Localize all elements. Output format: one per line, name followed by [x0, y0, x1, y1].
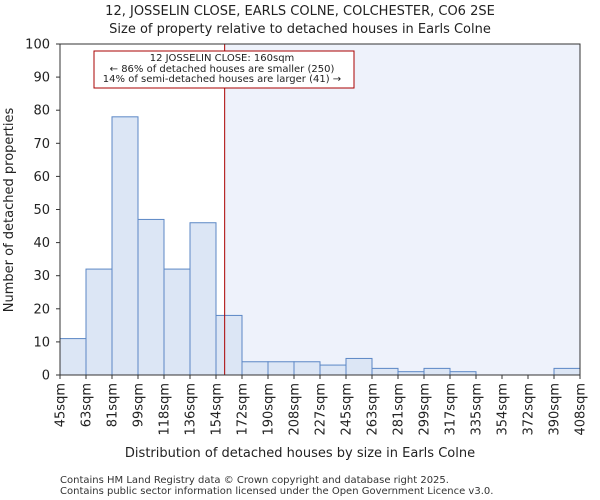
y-tick-label: 50 — [33, 203, 50, 218]
y-tick-label: 60 — [33, 170, 50, 185]
x-tick-label: 299sqm — [418, 383, 433, 436]
bar-227sqm — [319, 364, 347, 376]
larger-region-shading — [224, 44, 580, 375]
x-tick-label: 408sqm — [574, 383, 589, 436]
x-tick-label: 281sqm — [392, 383, 407, 436]
x-tick-label: 172sqm — [236, 383, 251, 436]
plot-frame — [59, 43, 581, 376]
x-tick-label: 227sqm — [314, 383, 329, 436]
y-axis-label: Number of detached properties — [2, 108, 17, 313]
x-tick-label: 63sqm — [80, 383, 95, 427]
bar-390sqm — [553, 367, 581, 376]
annotation-box: 12 JOSSELIN CLOSE: 160sqm ← 86% of detac… — [93, 50, 355, 89]
x-tick-label: 81sqm — [106, 383, 121, 427]
annotation-border — [93, 50, 355, 89]
x-tick-label: 335sqm — [470, 383, 485, 436]
bar-263sqm — [371, 367, 399, 376]
x-tick-label: 354sqm — [496, 383, 511, 436]
x-tick-label: 45sqm — [54, 383, 69, 427]
bar-63sqm — [85, 268, 113, 376]
footer-line-1: Contains HM Land Registry data © Crown c… — [60, 475, 449, 486]
y-tick-label: 10 — [33, 335, 50, 350]
chart-subtitle: Size of property relative to detached ho… — [109, 22, 491, 37]
x-tick-label: 154sqm — [210, 383, 225, 436]
bar-118sqm — [163, 268, 191, 376]
bar-81sqm — [111, 116, 139, 376]
x-axis-ticks: 45sqm 63sqm 81sqm 99sqm 118sqm 136sqm 154sqm 17… — [54, 375, 589, 436]
x-axis-label: Distribution of detached houses by size … — [125, 446, 475, 461]
bar-208sqm — [293, 361, 321, 376]
y-tick-label: 40 — [33, 236, 50, 251]
bar-245sqm — [345, 357, 373, 376]
y-axis-ticks: 0 10 20 30 40 50 60 70 80 90 100 — [25, 38, 60, 384]
x-tick-label: 390sqm — [548, 383, 563, 436]
annotation-title: 12 JOSSELIN CLOSE: 160sqm — [150, 53, 295, 64]
bar-99sqm — [137, 218, 165, 376]
x-tick-label: 263sqm — [366, 383, 381, 436]
footer-line-2: Contains public sector information licen… — [60, 486, 493, 497]
annotation-smaller: ← 86% of detached houses are smaller (25… — [110, 64, 335, 75]
x-tick-label: 118sqm — [158, 383, 173, 436]
x-tick-label: 245sqm — [340, 383, 355, 436]
bar-136sqm — [189, 222, 217, 376]
chart-title: 12, JOSSELIN CLOSE, EARLS COLNE, COLCHES… — [105, 4, 495, 19]
y-tick-label: 30 — [33, 269, 50, 284]
x-tick-label: 136sqm — [184, 383, 199, 436]
y-tick-label: 90 — [33, 71, 50, 86]
bar-190sqm — [267, 361, 295, 376]
y-tick-label: 0 — [42, 369, 50, 384]
bar-45sqm — [59, 338, 87, 376]
y-tick-label: 70 — [33, 137, 50, 152]
bar-154sqm — [215, 314, 243, 376]
y-tick-label: 100 — [25, 38, 50, 53]
bars-group — [59, 116, 581, 376]
y-tick-label: 80 — [33, 104, 50, 119]
y-tick-label: 20 — [33, 302, 50, 317]
x-tick-label: 99sqm — [132, 383, 147, 427]
x-tick-label: 317sqm — [444, 383, 459, 436]
x-tick-label: 190sqm — [262, 383, 277, 436]
annotation-larger: 14% of semi-detached houses are larger (… — [103, 74, 341, 85]
x-tick-label: 372sqm — [522, 383, 537, 436]
bar-172sqm — [241, 361, 269, 376]
bar-299sqm — [423, 367, 451, 376]
x-tick-label: 208sqm — [288, 383, 303, 436]
